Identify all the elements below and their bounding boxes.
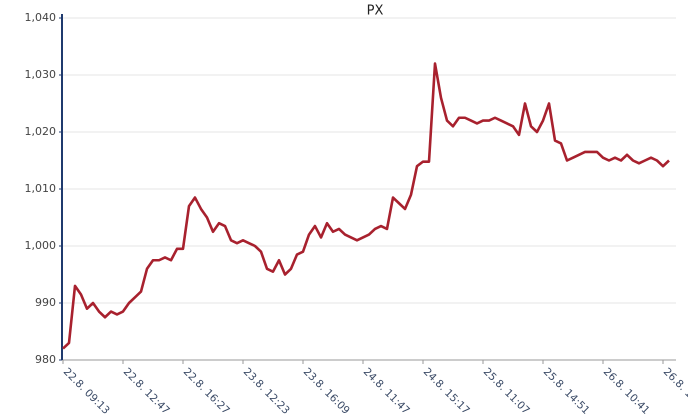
y-tick-label: 1,020: [25, 125, 57, 138]
y-tick-label: 990: [35, 296, 56, 309]
y-tick-label: 1,000: [25, 239, 57, 252]
x-tick-label: 26.8. 10:41: [601, 366, 652, 417]
x-tick-label: 23.8. 16:09: [301, 366, 352, 417]
y-tick-label: 980: [35, 353, 56, 366]
y-tick-label: 1,010: [25, 182, 57, 195]
y-tick-label: 1,040: [25, 11, 57, 24]
x-tick-label: 26.8. 14:21: [661, 366, 688, 417]
x-tick-label: 22.8. 09:13: [61, 366, 112, 417]
x-tick-label: 22.8. 12:47: [121, 366, 172, 417]
x-tick-label: 25.8. 11:07: [481, 366, 532, 417]
line-series: [62, 62, 670, 350]
x-tick-label: 24.8. 15:17: [421, 366, 472, 417]
y-tick-label: 1,030: [25, 68, 57, 81]
chart-title: PX: [367, 4, 384, 19]
x-tick-label: 22.8. 16:27: [181, 366, 232, 417]
x-tick-label: 24.8. 11:47: [361, 366, 412, 417]
x-tick-label: 25.8. 14:51: [541, 366, 592, 417]
x-tick-label: 23.8. 12:23: [241, 366, 292, 417]
